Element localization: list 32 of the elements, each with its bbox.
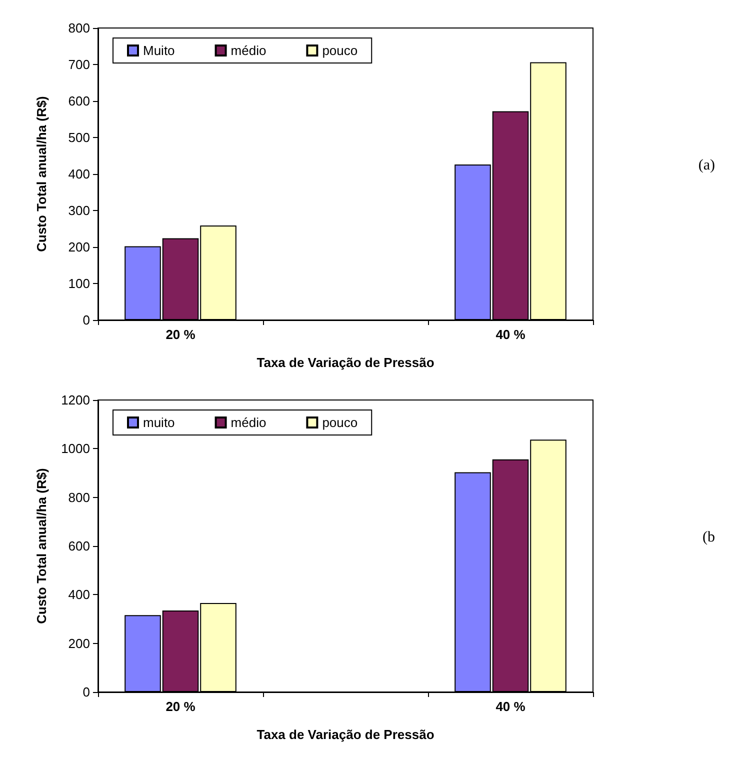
- y-tick-label: 100: [68, 276, 90, 291]
- y-tick-label: 1000: [61, 441, 90, 456]
- y-tick-label: 600: [68, 94, 90, 108]
- text: (a): [698, 158, 716, 174]
- y-tick-label: 800: [68, 490, 90, 505]
- y-tick-label: 200: [68, 636, 90, 651]
- x-tick-label: 40 %: [496, 699, 526, 714]
- x-tick-label: 40 %: [496, 327, 526, 342]
- x-tick-label: 20 %: [166, 327, 196, 342]
- legend-label: médio: [230, 43, 266, 58]
- y-tick-label: 700: [68, 57, 90, 72]
- y-tick-label: 400: [68, 587, 90, 602]
- y-tick-label: 200: [68, 240, 90, 254]
- text: (b: [702, 530, 716, 546]
- y-tick-label: 0: [82, 684, 90, 700]
- x-axis-title: Taxa de Variação de Pressão: [256, 355, 434, 370]
- y-tick-label: 0: [82, 312, 90, 328]
- y-axis-title: Custo Total anual/ha (R$): [34, 96, 49, 252]
- y-tick-label: 500: [68, 130, 90, 145]
- y-tick-label: 400: [68, 166, 90, 182]
- legend-label: médio: [230, 415, 266, 430]
- legend-label: pouco: [322, 415, 358, 430]
- y-axis-title: Custo Total anual/ha (R$): [34, 468, 49, 624]
- legend-label: Muito: [143, 43, 175, 58]
- y-tick-label: 1200: [61, 392, 90, 408]
- legend-label: muito: [143, 415, 175, 430]
- x-axis-title: Taxa de Variação de Pressão: [256, 727, 434, 742]
- y-tick-label: 300: [68, 203, 90, 218]
- y-tick-label: 800: [68, 20, 90, 36]
- y-tick-label: 600: [68, 538, 90, 554]
- x-tick-label: 20 %: [166, 699, 196, 714]
- legend-label: pouco: [322, 43, 358, 58]
